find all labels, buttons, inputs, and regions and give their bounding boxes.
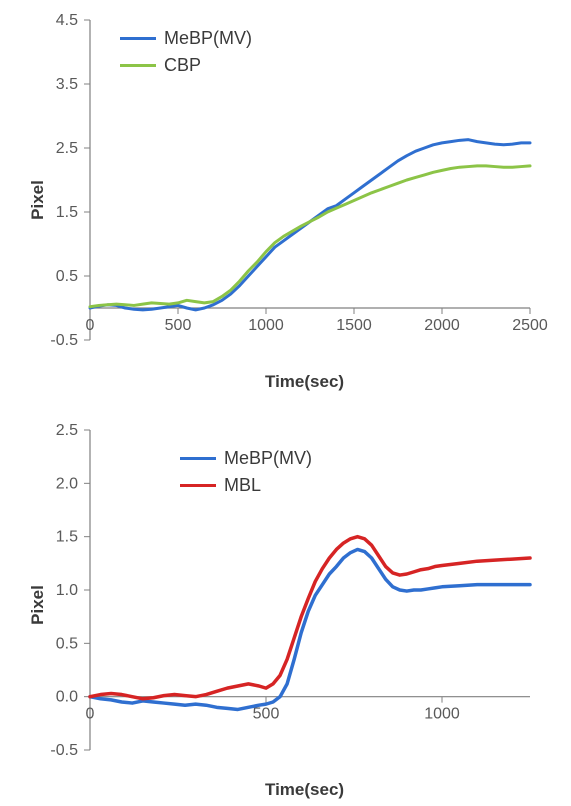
legend-row: MeBP(MV) <box>180 448 312 469</box>
chart-bottom-legend: MeBP(MV) MBL <box>180 448 312 496</box>
legend-label: MeBP(MV) <box>224 448 312 469</box>
y-axis-label: Pixel <box>28 585 48 625</box>
svg-text:1.0: 1.0 <box>56 582 78 599</box>
svg-text:0: 0 <box>86 706 95 723</box>
legend-row: MBL <box>180 475 312 496</box>
legend-swatch-mbl <box>180 484 216 487</box>
svg-text:1000: 1000 <box>424 706 460 723</box>
x-axis-label: Time(sec) <box>265 780 344 800</box>
svg-text:1.5: 1.5 <box>56 529 78 546</box>
svg-text:0.0: 0.0 <box>56 689 78 706</box>
svg-text:0.5: 0.5 <box>56 635 78 652</box>
svg-text:2.0: 2.0 <box>56 475 78 492</box>
legend-swatch-mebp <box>180 457 216 460</box>
chart-bottom-svg: -0.5 0.0 0.5 1.0 1.5 2.0 2.5 0 500 1000 <box>0 0 571 806</box>
svg-text:2.5: 2.5 <box>56 422 78 439</box>
svg-text:-0.5: -0.5 <box>50 742 78 759</box>
svg-text:500: 500 <box>253 706 280 723</box>
legend-label: MBL <box>224 475 261 496</box>
